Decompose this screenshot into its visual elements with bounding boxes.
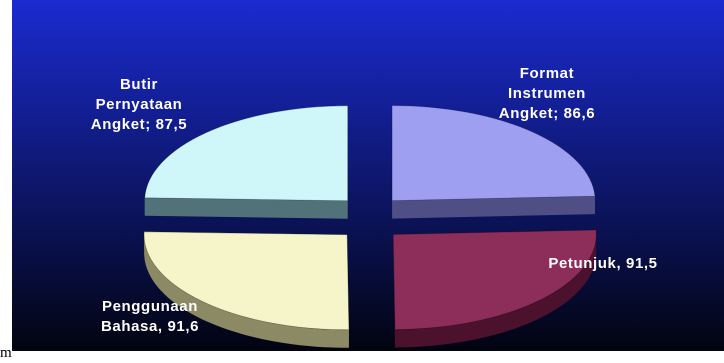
pie-slice-penggunaan-bahasa (143, 231, 350, 348)
data-label-petunjuk: Petunjuk, 91,5 (548, 255, 657, 272)
pie-slice-side (395, 230, 597, 348)
chart-background (12, 0, 724, 351)
pie-slice-top (392, 229, 597, 330)
pie-slice-format-instrumen-angket (391, 105, 596, 219)
data-label-format-instrumen-angket: Format Instrumen Angket; 86,6 (499, 65, 595, 122)
pie-slice-butir-pernyataan-angket (144, 105, 349, 219)
pie-slice-wall (144, 197, 348, 219)
pie-slice-petunjuk (392, 229, 597, 348)
pie-slice-side (144, 231, 349, 348)
pie-slice-top (391, 105, 596, 202)
pie-slice-wall (393, 234, 395, 348)
pie-slice-top (143, 231, 350, 331)
pie-slice-wall (392, 196, 595, 219)
pie-slice-top (144, 105, 349, 202)
pie-labels: Format Instrumen Angket; 86,6 Petunjuk, 91,… (91, 65, 657, 335)
stray-text: m (0, 345, 12, 361)
data-label-penggunaan-bahasa: Penggunaan Bahasa, 91,6 (101, 298, 199, 335)
data-label-butir-pernyataan-angket: Butir Pernyataan Angket; 87,5 (91, 76, 187, 133)
pie-slices (143, 105, 597, 348)
